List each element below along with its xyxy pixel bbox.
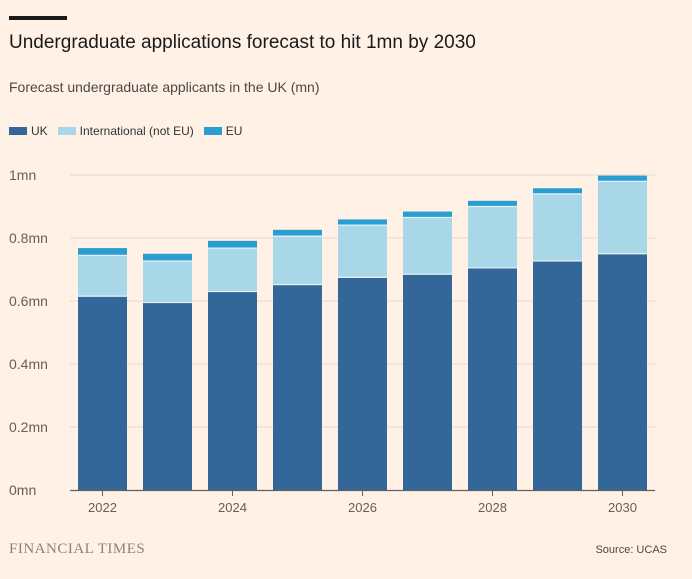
y-tick-label: 1mn bbox=[9, 167, 36, 183]
bar-2027-eu bbox=[403, 211, 452, 218]
y-axis-tick-labels: 0mn 0.2mn 0.4mn 0.6mn 0.8mn 1mn bbox=[9, 167, 48, 498]
bar-2027-uk bbox=[403, 274, 452, 490]
legend-swatch-eu bbox=[203, 127, 222, 135]
bar-2025-uk bbox=[273, 284, 322, 490]
source-note: Source: UCAS bbox=[595, 544, 667, 556]
y-tick-label: 0.4mn bbox=[9, 356, 48, 372]
bar-2022-uk bbox=[78, 296, 127, 490]
bars bbox=[78, 175, 647, 490]
chart-subtitle: Forecast undergraduate applicants in the… bbox=[9, 79, 320, 95]
legend-swatch-international bbox=[57, 127, 76, 135]
bar-2022-eu bbox=[78, 248, 127, 256]
x-tick-label: 2024 bbox=[218, 500, 247, 515]
ft-top-rule bbox=[9, 16, 67, 20]
ft-logo: FINANCIAL TIMES bbox=[9, 541, 146, 557]
bar-2025-eu bbox=[273, 229, 322, 237]
bar-2026-eu bbox=[338, 219, 387, 226]
bar-2030-uk bbox=[598, 253, 647, 490]
legend-label-eu: EU bbox=[225, 124, 243, 138]
y-tick-label: 0.2mn bbox=[9, 419, 48, 435]
bar-2026-international bbox=[338, 225, 387, 278]
legend-label-uk: UK bbox=[31, 124, 48, 138]
x-tick-label: 2028 bbox=[478, 500, 507, 515]
chart-legend: UK International (not EU) EU bbox=[9, 124, 252, 138]
bar-2029-international bbox=[533, 193, 582, 261]
x-axis-tick-labels: 2022 2024 2026 2028 2030 bbox=[88, 490, 637, 515]
bar-2026-uk bbox=[338, 277, 387, 490]
y-tick-label: 0.6mn bbox=[9, 293, 48, 309]
legend-label-international: International (not EU) bbox=[79, 124, 194, 138]
legend-item-uk: UK bbox=[9, 124, 48, 138]
bar-2030-eu bbox=[598, 175, 647, 182]
bar-2023-international bbox=[143, 260, 192, 303]
legend-item-eu: EU bbox=[203, 124, 243, 138]
bar-2028-eu bbox=[468, 200, 517, 207]
x-tick-label: 2030 bbox=[608, 500, 637, 515]
bar-2028-international bbox=[468, 206, 517, 268]
bar-2023-uk bbox=[143, 302, 192, 490]
bar-2022-international bbox=[78, 255, 127, 297]
bar-2028-uk bbox=[468, 267, 517, 490]
x-tick-label: 2022 bbox=[88, 500, 117, 515]
legend-item-international: International (not EU) bbox=[57, 124, 194, 138]
legend-swatch-uk bbox=[9, 127, 27, 135]
bar-2030-international bbox=[598, 181, 647, 254]
y-tick-label: 0.8mn bbox=[9, 230, 48, 246]
bar-2029-eu bbox=[533, 188, 582, 194]
bar-2024-eu bbox=[208, 240, 257, 249]
bar-2024-international bbox=[208, 248, 257, 292]
bar-2025-international bbox=[273, 236, 322, 285]
bar-2029-uk bbox=[533, 260, 582, 490]
bar-2027-international bbox=[403, 217, 452, 275]
chart-title: Undergraduate applications forecast to h… bbox=[9, 32, 476, 53]
bar-2023-eu bbox=[143, 253, 192, 261]
bar-2024-uk bbox=[208, 291, 257, 490]
y-tick-label: 0mn bbox=[9, 482, 36, 498]
x-tick-label: 2026 bbox=[348, 500, 377, 515]
